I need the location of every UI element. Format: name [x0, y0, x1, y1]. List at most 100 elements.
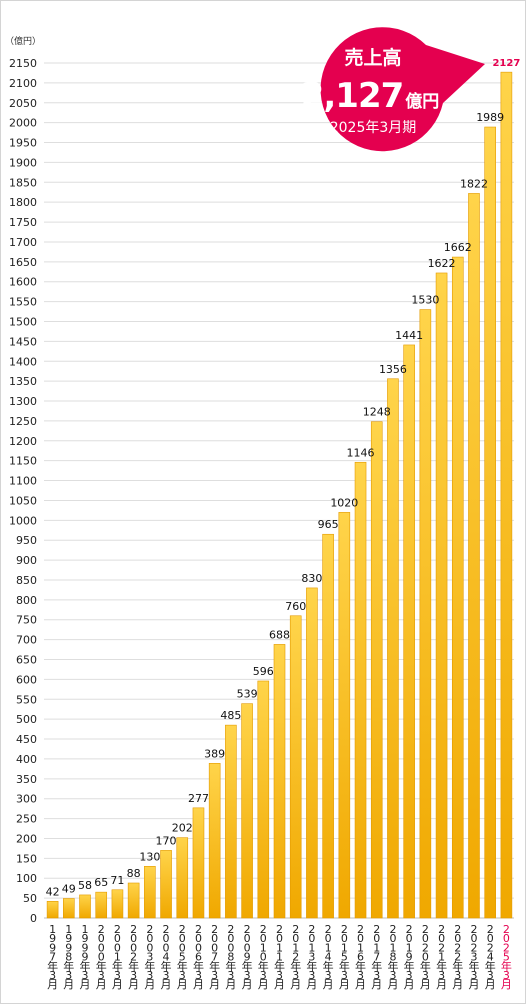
y-tick-label: 1800	[9, 196, 37, 209]
bar-value-label: 1622	[428, 257, 456, 270]
bar-value-label: 42	[46, 885, 60, 898]
y-tick-label: 1450	[9, 335, 37, 348]
y-tick-label: 200	[16, 832, 37, 845]
y-tick-label: 100	[16, 872, 37, 885]
bar-value-label: 389	[204, 747, 225, 760]
y-tick-label: 50	[23, 892, 37, 905]
bar-value-label: 760	[285, 600, 306, 613]
callout-value: 2,127	[301, 76, 404, 116]
y-tick-label: 600	[16, 673, 37, 686]
y-tick-label: 750	[16, 614, 37, 627]
bar	[306, 587, 318, 919]
y-unit-label: （億円）	[5, 35, 41, 47]
bar	[95, 891, 108, 919]
callout-period: 2025年3月期	[330, 120, 417, 136]
y-tick-label: 800	[16, 594, 37, 607]
y-tick-label: 1200	[9, 435, 37, 448]
bar-value-label: 1248	[363, 406, 391, 419]
bar-value-label: 2127	[492, 58, 520, 69]
bar	[289, 615, 302, 919]
y-tick-label: 2050	[9, 97, 37, 110]
bar	[419, 309, 432, 919]
y-tick-label: 550	[16, 693, 37, 706]
bar-value-label: 1356	[379, 363, 407, 376]
y-axis-ticks: 0 50 100 150 200 250 300 350 400 450 500 550 600 650 7…	[9, 57, 37, 925]
bar	[468, 193, 480, 919]
bar-value-label: 965	[318, 518, 339, 531]
bar-value-label: 170	[156, 834, 177, 847]
bar-value-label: 277	[188, 792, 209, 805]
y-tick-label: 1050	[9, 494, 37, 507]
bar	[241, 703, 253, 919]
y-tick-label: 700	[16, 634, 37, 647]
y-tick-label: 2000	[9, 117, 37, 130]
bar	[354, 461, 367, 919]
bar	[111, 889, 124, 919]
bar-value-label: 539	[237, 688, 258, 701]
bar-value-label: 1020	[330, 496, 358, 509]
bar	[225, 724, 237, 919]
y-tick-label: 1250	[9, 415, 37, 428]
y-tick-label: 1650	[9, 256, 37, 269]
y-tick-label: 1700	[9, 236, 37, 249]
y-tick-label: 400	[16, 753, 37, 766]
y-tick-label: 1600	[9, 276, 37, 289]
bar-value-label: 1530	[411, 294, 439, 307]
y-tick-label: 1550	[9, 296, 37, 309]
y-tick-label: 2100	[9, 77, 37, 90]
y-tick-label: 250	[16, 813, 37, 826]
bar	[500, 71, 513, 919]
bar-value-label: 202	[172, 822, 193, 835]
callout-unit: 億円	[405, 91, 439, 112]
bar-value-label: 130	[139, 850, 160, 863]
bar-value-label: 65	[94, 876, 108, 889]
bar-value-label: 88	[127, 867, 141, 880]
y-tick-label: 1400	[9, 355, 37, 368]
y-tick-label: 500	[16, 713, 37, 726]
y-tick-label: 1350	[9, 375, 37, 388]
y-tick-label: 1100	[9, 475, 37, 488]
bar-value-label: 830	[301, 572, 322, 585]
y-tick-label: 150	[16, 852, 37, 865]
bar-value-label: 485	[220, 709, 241, 722]
x-axis-labels: 1 9 9 7 年 3 月 1 9 9 8 年 3 月 1 9 9 9 年 3 月 2 0 0 0 年 3 月 2 0 0 1 年 3 月 2 0 0 2 年…	[47, 923, 512, 991]
bar	[273, 644, 286, 919]
bar	[370, 421, 383, 919]
bar	[387, 378, 399, 919]
y-tick-label: 850	[16, 574, 37, 587]
y-tick-label: 1000	[9, 514, 37, 527]
bar	[144, 866, 156, 919]
bar	[257, 680, 270, 919]
bar-value-label: 596	[253, 665, 274, 678]
bar-value-label: 1822	[460, 177, 488, 190]
sales-callout-bubble: 売上高 2,127 億円 2025年3月期	[301, 27, 485, 152]
y-tick-label: 0	[30, 912, 37, 925]
y-tick-label: 1750	[9, 216, 37, 229]
